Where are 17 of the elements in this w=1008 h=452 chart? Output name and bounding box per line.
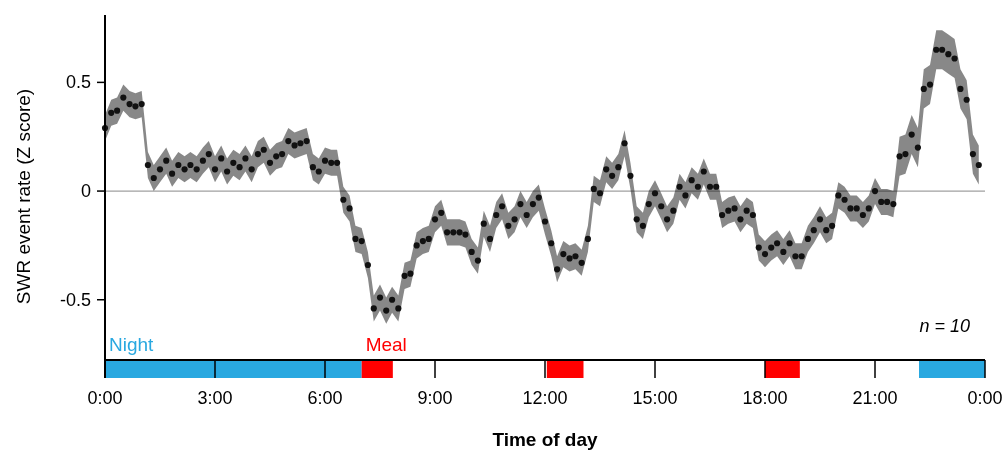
x-tick-label: 6:00 [307,388,343,408]
y-axis-title: SWR event rate (Z score) [13,88,34,305]
x-tick-label: 12:00 [522,388,568,408]
x-axis-title: Time of day [492,429,599,450]
x-tick-label: 0:00 [87,388,123,408]
y-tick-label: 0.5 [65,72,91,93]
x-tick-label: 0:00 [967,388,1003,408]
y-tick-label: -0.5 [59,289,91,310]
x-tick-label: 15:00 [632,388,678,408]
x-tick-label: 3:00 [197,388,233,408]
x-tick-label: 18:00 [742,388,788,408]
annotation: n = 10 [919,316,970,336]
band-label: Night [109,334,155,355]
y-tick-label: 0 [80,181,91,202]
x-tick-label: 21:00 [852,388,898,408]
x-tick-label: 9:00 [417,388,453,408]
band-label: Meal [365,334,407,355]
